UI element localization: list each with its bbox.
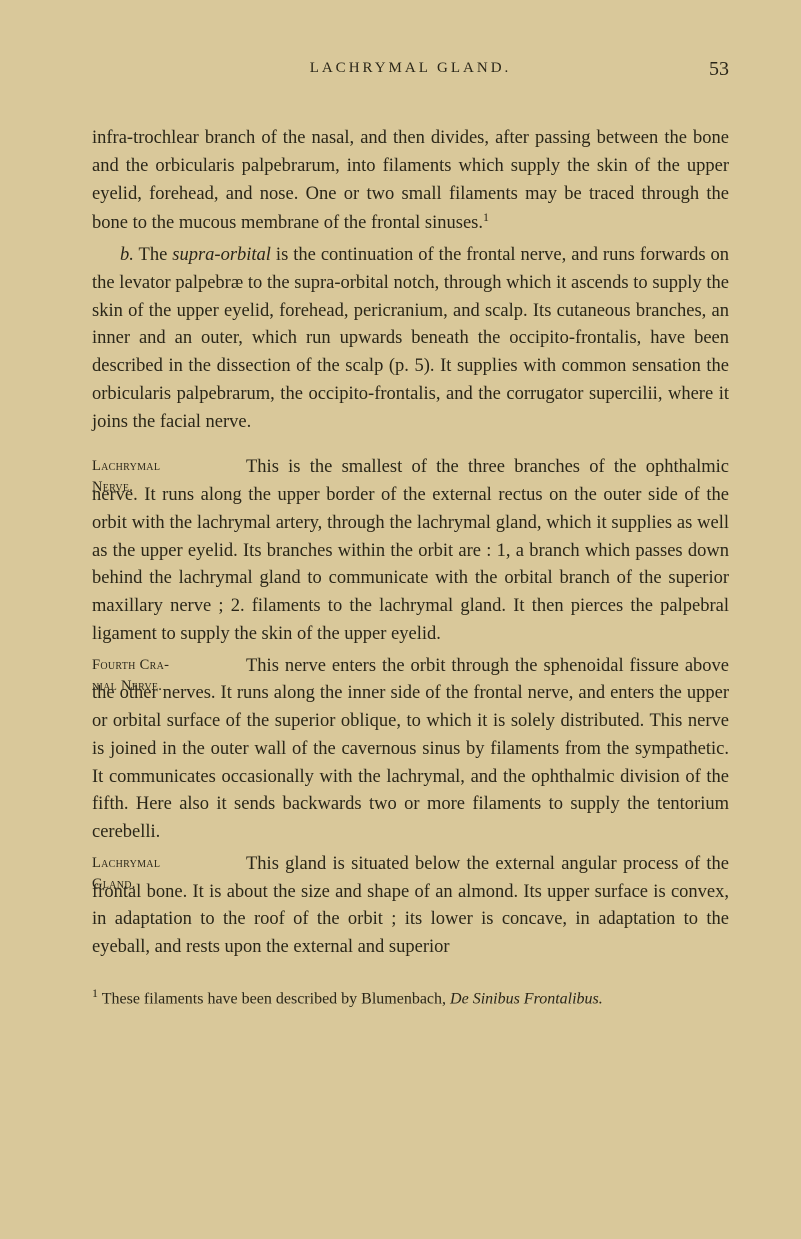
fn-t1: These filaments have been described by B…	[98, 990, 450, 1007]
sh1-l2: Nerve.	[92, 479, 133, 495]
fn-italic: De Sinibus Frontalibus.	[450, 990, 603, 1007]
header-title: LACHRYMAL GLAND.	[310, 60, 512, 76]
footnote: 1 These filaments have been described by…	[92, 984, 729, 1011]
p2-lead: b.	[120, 245, 134, 265]
sh1-l1: Lachrymal	[92, 458, 160, 474]
paragraph-1: infra-trochlear branch of the nasal, and…	[92, 125, 729, 238]
section-lachrymal-nerve: Lachrymal Nerve. This is the smallest of…	[92, 454, 729, 648]
p1-sup: 1	[483, 210, 489, 224]
side-heading-lachrymal-gland: Lachrymal Gland.	[92, 853, 202, 895]
sh3-l2: Gland.	[92, 876, 136, 892]
section-lachrymal-gland: Lachrymal Gland. This gland is situated …	[92, 851, 729, 962]
page: LACHRYMAL GLAND. 53 infra-trochlear bran…	[0, 0, 801, 1239]
sh2-l2: nial Nerve.	[92, 678, 162, 694]
gap-1	[92, 440, 729, 454]
side-heading-fourth-cranial: Fourth Cra- nial Nerve.	[92, 655, 202, 697]
running-header: LACHRYMAL GLAND. 53	[92, 60, 729, 77]
p1-text: infra-trochlear branch of the nasal, and…	[92, 128, 729, 233]
side-heading-lachrymal-nerve: Lachrymal Nerve.	[92, 456, 202, 498]
p2-t2: is the continuation of the frontal nerve…	[92, 245, 729, 432]
p2-italic: supra-orbital	[172, 245, 271, 265]
section-fourth-cranial: Fourth Cra- nial Nerve. This nerve enter…	[92, 653, 729, 847]
p2-t1: The	[134, 245, 172, 265]
page-number: 53	[709, 58, 729, 81]
paragraph-2: b. The supra-orbital is the continuation…	[92, 242, 729, 436]
sh2-l1: Fourth Cra-	[92, 657, 169, 673]
sh3-l1: Lachrymal	[92, 855, 160, 871]
